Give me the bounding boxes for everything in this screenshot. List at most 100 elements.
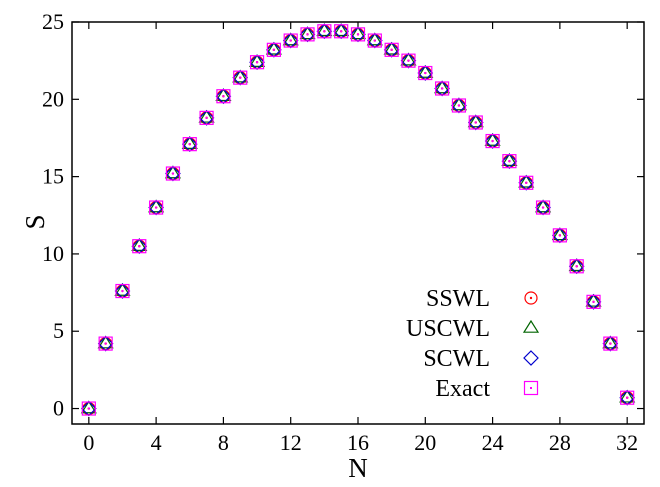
point-exact-box bbox=[81, 401, 96, 416]
point-exact-box bbox=[132, 239, 147, 254]
point-exact bbox=[115, 283, 130, 299]
point-exact-box bbox=[435, 81, 450, 96]
point-uscwl bbox=[164, 165, 182, 179]
point-uscwl bbox=[568, 258, 585, 272]
point-uscwl bbox=[400, 52, 417, 66]
point-exact bbox=[451, 98, 467, 113]
point-exact bbox=[149, 200, 164, 215]
point-uscwl bbox=[484, 132, 501, 146]
x-tick-label: 0 bbox=[83, 430, 94, 455]
point-exact-box bbox=[401, 53, 416, 68]
point-exact-dot bbox=[390, 48, 393, 51]
x-tick-label: 12 bbox=[280, 430, 302, 455]
point-exact bbox=[81, 401, 96, 416]
point-exact-box bbox=[552, 228, 567, 243]
point-exact bbox=[249, 55, 265, 70]
point-exact-box bbox=[334, 24, 349, 39]
y-tick-label: 10 bbox=[42, 241, 64, 266]
point-exact-dot bbox=[542, 206, 545, 209]
y-tick-label: 0 bbox=[53, 396, 64, 421]
x-tick-label: 24 bbox=[482, 430, 504, 455]
point-exact bbox=[384, 42, 399, 57]
point-exact-box bbox=[603, 336, 618, 351]
y-tick-label: 15 bbox=[42, 164, 64, 189]
x-tick-label: 28 bbox=[549, 430, 571, 455]
x-tick-label: 8 bbox=[218, 430, 229, 455]
point-exact-dot bbox=[323, 30, 326, 33]
point-exact-box bbox=[115, 283, 130, 299]
point-exact bbox=[485, 133, 500, 149]
point-exact bbox=[266, 42, 281, 57]
point-exact bbox=[199, 110, 214, 125]
point-exact bbox=[401, 53, 416, 68]
point-exact-dot bbox=[289, 39, 292, 42]
point-exact-dot bbox=[525, 181, 528, 184]
point-uscwl bbox=[181, 136, 198, 149]
point-uscwl bbox=[198, 109, 215, 123]
point-uscwl bbox=[148, 199, 165, 213]
point-exact bbox=[233, 70, 248, 85]
point-exact-dot bbox=[592, 300, 595, 303]
point-exact bbox=[182, 137, 197, 152]
point-exact-box bbox=[249, 55, 265, 70]
point-exact-dot bbox=[138, 245, 141, 248]
x-tick-label: 4 bbox=[151, 430, 162, 455]
legend-marker-exact-box bbox=[523, 380, 539, 396]
point-exact bbox=[132, 239, 147, 254]
legend-marker-sswl bbox=[524, 291, 538, 305]
point-exact-dot bbox=[508, 160, 511, 163]
legend-marker-exact bbox=[523, 380, 539, 396]
x-tick-label: 32 bbox=[616, 430, 638, 455]
point-exact-dot bbox=[239, 76, 242, 79]
legend-marker-uscwl bbox=[522, 319, 540, 333]
point-exact-box bbox=[233, 70, 248, 85]
point-exact bbox=[620, 390, 635, 405]
point-exact bbox=[535, 200, 551, 215]
y-axis-label: S bbox=[20, 214, 50, 229]
x-axis-label: N bbox=[348, 453, 368, 483]
point-uscwl bbox=[434, 80, 451, 94]
legend-label-exact: Exact bbox=[435, 376, 490, 402]
point-exact-box bbox=[216, 89, 231, 104]
point-exact-dot bbox=[87, 407, 90, 410]
point-exact-box bbox=[485, 133, 500, 149]
series-scwl bbox=[80, 23, 636, 417]
point-exact bbox=[552, 228, 567, 243]
point-uscwl bbox=[114, 282, 131, 296]
point-exact bbox=[317, 24, 332, 39]
legend-label-scwl: SCWL bbox=[423, 346, 490, 372]
point-uscwl bbox=[80, 400, 97, 414]
point-exact bbox=[300, 27, 315, 42]
x-tick-label: 20 bbox=[414, 430, 436, 455]
point-uscwl bbox=[97, 335, 114, 349]
point-exact-dot bbox=[575, 265, 578, 268]
point-exact bbox=[586, 294, 601, 309]
point-exact-dot bbox=[306, 33, 309, 36]
point-exact-dot bbox=[626, 396, 629, 399]
plot-frame bbox=[71, 21, 645, 425]
legend-marker-scwl bbox=[523, 350, 539, 366]
point-uscwl bbox=[417, 64, 434, 78]
point-uscwl bbox=[333, 23, 350, 37]
point-exact-dot bbox=[340, 30, 343, 33]
point-uscwl bbox=[534, 199, 552, 213]
point-exact bbox=[435, 81, 450, 96]
series-sswl bbox=[82, 24, 634, 416]
point-exact bbox=[569, 259, 584, 274]
point-exact bbox=[367, 33, 382, 48]
point-exact-dot bbox=[474, 121, 477, 124]
point-exact bbox=[334, 24, 349, 39]
point-uscwl bbox=[248, 54, 266, 68]
point-exact bbox=[502, 154, 517, 169]
point-exact bbox=[350, 27, 366, 42]
series-exact bbox=[81, 24, 635, 416]
point-exact-box bbox=[165, 166, 181, 181]
point-exact-dot bbox=[256, 61, 259, 64]
point-uscwl bbox=[232, 69, 249, 83]
point-exact-box bbox=[266, 42, 281, 57]
point-exact-box bbox=[586, 294, 601, 309]
point-uscwl bbox=[467, 114, 484, 128]
point-uscwl bbox=[501, 153, 518, 166]
legend-marker-sswl-ring bbox=[524, 291, 538, 305]
